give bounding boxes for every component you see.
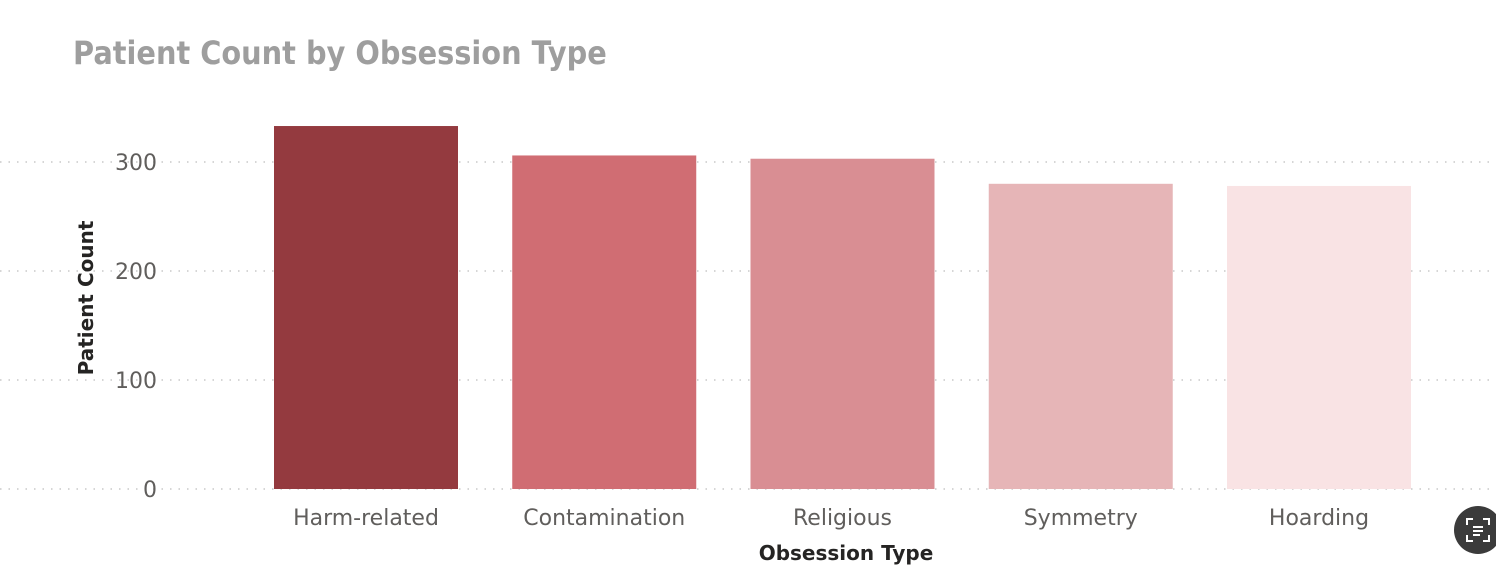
- chart-title: Patient Count by Obsession Type: [73, 34, 607, 72]
- bar-hoarding[interactable]: [1227, 185, 1411, 490]
- x-axis-label: Obsession Type: [759, 541, 934, 565]
- y-axis-ticks: 0 100 200 300: [115, 151, 157, 503]
- x-tick-label: Symmetry: [1024, 506, 1138, 531]
- y-tick-label: 300: [115, 151, 157, 176]
- bar-symmetry[interactable]: [988, 183, 1173, 490]
- gridlines: [0, 161, 1496, 490]
- focus-mode-icon[interactable]: [1454, 506, 1496, 554]
- bar-harm-related[interactable]: [274, 126, 458, 489]
- x-tick-label: Contamination: [523, 506, 685, 531]
- bars: [274, 126, 1411, 490]
- y-tick-label: 200: [115, 260, 157, 285]
- x-tick-label: Religious: [793, 506, 892, 531]
- x-axis-ticks: Harm-related Contamination Religious Symmet…: [293, 506, 1369, 531]
- bar-religious[interactable]: [750, 158, 935, 490]
- y-tick-label: 100: [115, 369, 157, 394]
- y-axis-label: Patient Count: [74, 220, 98, 375]
- bar-contamination[interactable]: [512, 155, 697, 489]
- x-tick-label: Harm-related: [293, 506, 439, 531]
- x-tick-label: Hoarding: [1269, 506, 1369, 531]
- y-tick-label: 0: [143, 478, 157, 503]
